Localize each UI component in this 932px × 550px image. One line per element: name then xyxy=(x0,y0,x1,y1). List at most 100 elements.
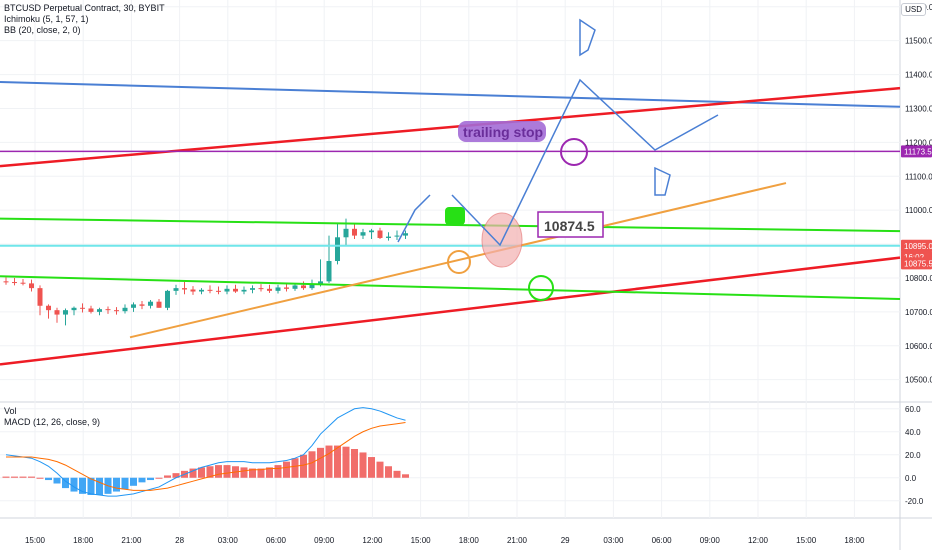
price-tick-label: 11500.0 xyxy=(905,37,932,46)
macd-histogram-bar xyxy=(130,477,137,486)
time-tick-label: 18:00 xyxy=(73,536,94,545)
candle-body xyxy=(12,282,17,284)
time-tick-label: 18:00 xyxy=(844,536,865,545)
legend-symbol[interactable]: BTCUSD Perpetual Contract, 30, BYBIT xyxy=(4,3,165,13)
legend-main: BTCUSD Perpetual Contract, 30, BYBIT Ich… xyxy=(4,3,165,36)
macd-histogram-bar xyxy=(325,445,333,478)
price-badge-label: 16:02 xyxy=(904,253,925,262)
candle-body xyxy=(267,288,272,291)
candle-body xyxy=(165,290,170,308)
candle-body xyxy=(131,304,136,308)
macd-histogram-bar xyxy=(62,477,69,489)
candle-body xyxy=(224,288,230,292)
projection-arrow-icon xyxy=(397,194,431,243)
macd-histogram-bar xyxy=(308,451,316,478)
macd-histogram-bar xyxy=(96,477,103,495)
candle-body xyxy=(326,261,332,282)
price-tick-label: 11100.0 xyxy=(905,172,932,181)
macd-histogram-bar xyxy=(155,477,163,479)
candle-body xyxy=(207,289,213,291)
price-tick-label: 10800.0 xyxy=(905,274,932,283)
candle-body xyxy=(318,281,323,285)
macd-tick-label: 40.0 xyxy=(905,428,921,437)
price-callout-label[interactable]: 10874.5 xyxy=(544,218,595,234)
macd-histogram-bar xyxy=(138,477,146,483)
macd-histogram-bar xyxy=(113,477,120,492)
candle-body xyxy=(403,233,408,236)
macd-histogram-bar xyxy=(274,465,282,478)
price-tick-label: 11200.0 xyxy=(905,138,932,147)
time-tick-label: 28 xyxy=(175,536,184,545)
macd-histogram-bar xyxy=(45,477,52,481)
macd-histogram-bar xyxy=(266,467,273,478)
legend-bb[interactable]: BB (20, close, 2, 0) xyxy=(4,25,81,35)
candle-body xyxy=(199,289,204,292)
time-tick-label: 09:00 xyxy=(314,536,335,545)
candle-body xyxy=(71,307,77,311)
legend-ichimoku[interactable]: Ichimoku (5, 1, 57, 1) xyxy=(4,14,89,24)
candle-body xyxy=(216,290,221,292)
candle-body xyxy=(343,228,349,238)
smiley-icon xyxy=(560,138,588,166)
macd-histogram-bar xyxy=(164,475,171,478)
macd-histogram-bar xyxy=(2,476,10,478)
price-badge xyxy=(901,239,932,252)
macd-histogram-bar xyxy=(19,476,27,478)
candle-body xyxy=(29,283,34,289)
candle-body xyxy=(182,288,187,290)
macd-histogram-bar xyxy=(28,476,35,478)
candle-body xyxy=(309,284,315,289)
time-tick-label: 12:00 xyxy=(748,536,769,545)
time-tick-label: 09:00 xyxy=(700,536,721,545)
macd-tick-label: -20.0 xyxy=(905,497,924,506)
candlestick-series xyxy=(3,218,408,326)
legend-vol[interactable]: Vol xyxy=(4,406,17,416)
macd-histogram-bar xyxy=(393,470,401,478)
sad-face-icon xyxy=(528,275,554,301)
macd-histogram-bar xyxy=(79,477,86,494)
price-tick-label: 10500.0 xyxy=(905,376,932,385)
candle-body xyxy=(80,307,85,309)
time-tick-label: 06:00 xyxy=(652,536,673,545)
currency-label[interactable]: USD xyxy=(901,3,926,16)
macd-pane xyxy=(2,407,409,497)
neutral-face-icon xyxy=(447,250,471,274)
candle-body xyxy=(301,285,306,289)
macd-histogram-bar xyxy=(283,461,290,478)
macd-histogram-bar xyxy=(351,449,358,478)
time-tick-label: 15:00 xyxy=(25,536,46,545)
price-tick-label: 10700.0 xyxy=(905,308,932,317)
cat-icon xyxy=(445,207,465,225)
time-tick-label: 03:00 xyxy=(603,536,624,545)
blue-trendline xyxy=(0,81,901,108)
red-channel-upper xyxy=(0,86,901,168)
hand-pointer-up-icon xyxy=(654,166,671,196)
legend-lower: Vol MACD (12, 26, close, 9) xyxy=(4,406,100,428)
macd-histogram-bar xyxy=(11,476,18,478)
macd-histogram-bar xyxy=(121,477,129,490)
macd-histogram-bar xyxy=(240,467,248,478)
candle-body xyxy=(122,307,128,312)
macd-histogram-bar xyxy=(359,452,367,478)
macd-histogram-bar xyxy=(291,458,299,478)
price-tick-label: 11400.0 xyxy=(905,71,932,80)
candle-body xyxy=(139,304,145,306)
macd-histogram-bar xyxy=(334,445,341,478)
macd-line xyxy=(5,407,406,497)
macd-histogram-bar xyxy=(300,454,307,478)
macd-histogram-bar xyxy=(342,446,350,478)
price-badge xyxy=(901,257,932,270)
candle-body xyxy=(258,288,264,290)
trailing-stop-label[interactable]: trailing stop xyxy=(463,124,543,140)
candle-body xyxy=(97,309,102,312)
price-badge-label: 10895.0 xyxy=(904,242,932,251)
candle-body xyxy=(46,305,51,311)
legend-macd[interactable]: MACD (12, 26, close, 9) xyxy=(4,417,101,427)
macd-histogram-bar xyxy=(206,466,214,478)
time-tick-label: 18:00 xyxy=(459,536,480,545)
time-tick-label: 29 xyxy=(561,536,570,545)
time-tick-label: 21:00 xyxy=(121,536,142,545)
